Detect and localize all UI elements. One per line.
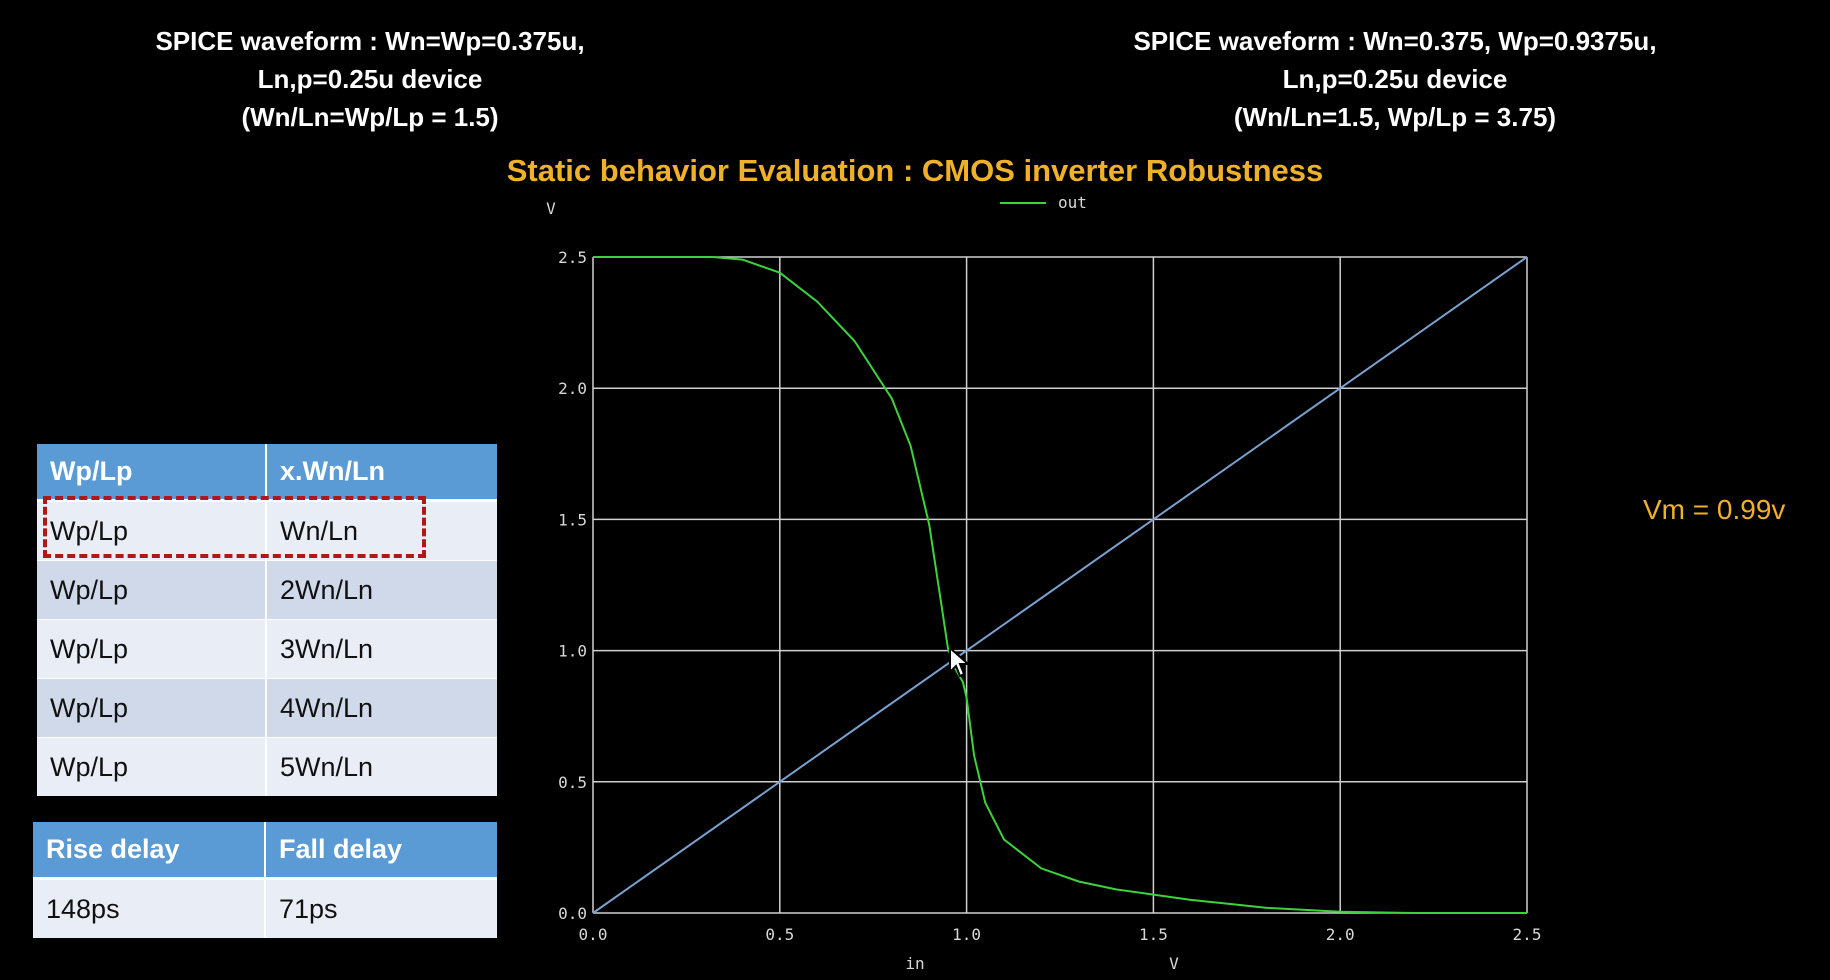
- y-tick-label: 2.0: [558, 379, 587, 398]
- table-cell: 4Wn/Ln: [266, 678, 497, 738]
- header-left-line-3: (Wn/Ln=Wp/Lp = 1.5): [241, 102, 499, 132]
- rise-delay-value: 148ps: [33, 878, 266, 938]
- header-left-line-2: Ln,p=0.25u device: [257, 64, 483, 94]
- size-table-header-row: Wp/Lp x.Wn/Ln: [37, 444, 497, 502]
- table-cell: 3Wn/Ln: [266, 619, 497, 679]
- table-row: Wp/Lp 5Wn/Ln: [37, 737, 497, 796]
- header-right-line-2: Ln,p=0.25u device: [1282, 64, 1508, 94]
- header-left: SPICE waveform : Wn=Wp=0.375u, Ln,p=0.25…: [120, 22, 620, 136]
- table-row: Wp/Lp 4Wn/Ln: [37, 678, 497, 738]
- table-cell: 5Wn/Ln: [266, 737, 497, 796]
- main-title: Static behavior Evaluation : CMOS invert…: [506, 153, 1324, 188]
- table-row: Wp/Lp 3Wn/Ln: [37, 619, 497, 679]
- header-right-line-1: SPICE waveform : Wn=0.375, Wp=0.9375u,: [1133, 26, 1657, 56]
- table-cell: 2Wn/Ln: [266, 560, 497, 620]
- y-tick-label: 1.5: [558, 510, 587, 529]
- size-table-header-wp: Wp/Lp: [37, 444, 267, 502]
- table-cell: Wp/Lp: [37, 678, 267, 738]
- header-right: SPICE waveform : Wn=0.375, Wp=0.9375u, L…: [1080, 22, 1710, 136]
- size-table: Wp/Lp x.Wn/Ln Wp/Lp Wn/Ln Wp/Lp 2Wn/Ln W…: [37, 444, 497, 796]
- delay-table: Rise delay Fall delay 148ps 71ps: [33, 822, 497, 938]
- y-tick-label: 2.5: [558, 248, 587, 267]
- fall-delay-value: 71ps: [265, 878, 497, 938]
- table-row: Wp/Lp Wn/Ln: [37, 500, 497, 561]
- rise-delay-header: Rise delay: [33, 822, 266, 880]
- x-tick-label: 2.0: [1326, 925, 1355, 944]
- x-tick-label: 0.5: [765, 925, 794, 944]
- x-tick-label: 1.5: [1139, 925, 1168, 944]
- header-left-line-1: SPICE waveform : Wn=Wp=0.375u,: [155, 26, 585, 56]
- y-tick-label: 0.5: [558, 773, 587, 792]
- vm-label: Vm = 0.99v: [1643, 494, 1786, 525]
- x-tick-label: 0.0: [579, 925, 608, 944]
- header-right-line-3: (Wn/Ln=1.5, Wp/Lp = 3.75): [1233, 102, 1557, 132]
- y-tick-label: 1.0: [558, 642, 587, 661]
- size-table-header-wn: x.Wn/Ln: [266, 444, 497, 502]
- table-cell: Wn/Ln: [266, 500, 497, 561]
- table-cell: Wp/Lp: [37, 560, 267, 620]
- x-axis-unit: V: [1169, 954, 1179, 973]
- series-line-reference-1: [592, 256, 1528, 914]
- table-cell: Wp/Lp: [37, 500, 267, 561]
- x-tick-label: 2.5: [1513, 925, 1542, 944]
- x-axis-label: in: [905, 954, 924, 973]
- delay-table-header-row: Rise delay Fall delay: [33, 822, 497, 880]
- fall-delay-header: Fall delay: [265, 822, 497, 880]
- y-axis-unit: V: [546, 199, 556, 218]
- table-row: 148ps 71ps: [33, 878, 497, 938]
- table-cell: Wp/Lp: [37, 737, 267, 796]
- y-tick-label: 0.0: [558, 904, 587, 923]
- mouse-cursor-icon: [949, 646, 971, 678]
- table-cell: Wp/Lp: [37, 619, 267, 679]
- table-row: Wp/Lp 2Wn/Ln: [37, 560, 497, 620]
- highlight-box: [43, 496, 426, 558]
- legend-label: out: [1058, 193, 1087, 212]
- series-line-out: [593, 256, 1527, 914]
- x-tick-label: 1.0: [952, 925, 981, 944]
